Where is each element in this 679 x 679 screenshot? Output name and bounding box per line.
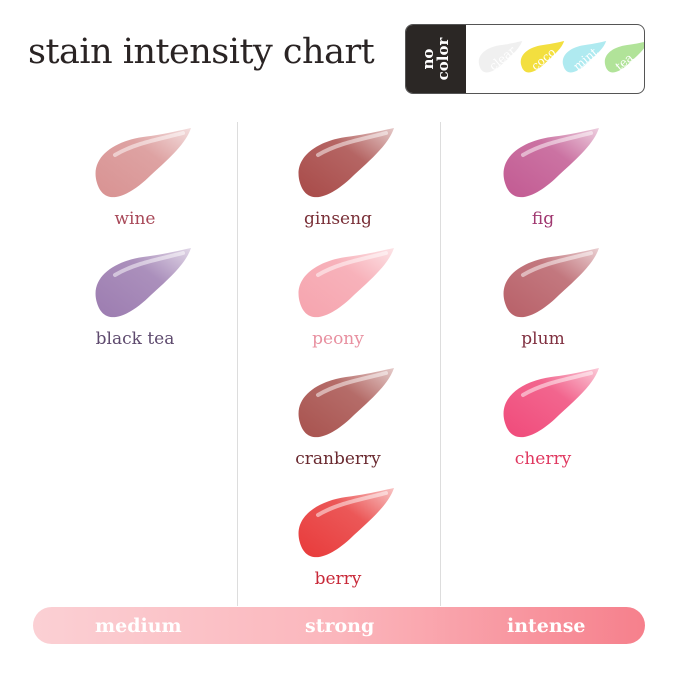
shade-label: fig <box>531 209 555 229</box>
column-divider <box>440 122 441 606</box>
swatch-fig <box>493 125 603 210</box>
swatch-black-tea <box>85 245 195 330</box>
column-divider <box>237 122 238 606</box>
shade-label: cranberry <box>295 449 381 469</box>
shade-label: cherry <box>514 449 572 469</box>
scale-label-strong: strong <box>305 615 375 637</box>
shade-label: berry <box>314 569 362 589</box>
scale-label-intense: intense <box>507 615 586 637</box>
swatch-plum <box>493 245 603 330</box>
swatch-wine <box>85 125 195 210</box>
chart-title: stain intensity chart <box>28 32 375 72</box>
swatch-cherry <box>493 365 603 450</box>
swatch-ginseng <box>288 125 398 210</box>
no-color-legend: no color clear coco mint tea <box>405 24 645 94</box>
shade-label: peony <box>312 329 364 349</box>
no-color-label: no color <box>406 25 466 93</box>
no-color-swatch-clear: clear <box>474 39 524 79</box>
scale-label-medium: medium <box>95 615 182 637</box>
swatch-peony <box>288 245 398 330</box>
no-color-line2: color <box>434 37 452 81</box>
intensity-scale-bar: medium strong intense <box>33 607 645 644</box>
no-color-swatch-coco: coco <box>516 39 566 79</box>
shade-label: ginseng <box>304 209 372 229</box>
swatch-cranberry <box>288 365 398 450</box>
shade-label: black tea <box>95 329 175 349</box>
no-color-swatch-tea: tea <box>600 39 644 79</box>
no-color-swatch-mint: mint <box>558 39 608 79</box>
swatch-berry <box>288 485 398 570</box>
shade-label: wine <box>114 209 156 229</box>
shade-label: plum <box>521 329 565 349</box>
